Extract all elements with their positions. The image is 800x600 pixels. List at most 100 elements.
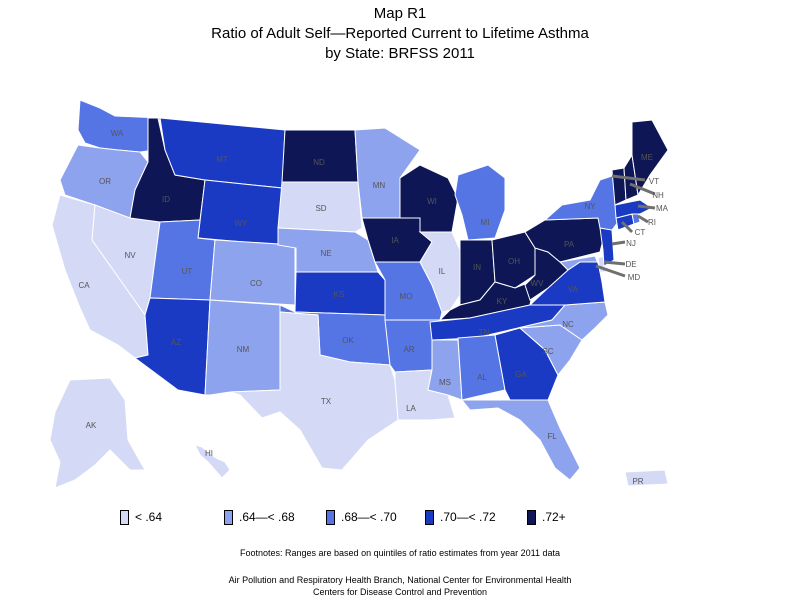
label-mn: MN [373, 181, 386, 190]
state-ak[interactable] [49, 377, 146, 489]
label-wv: WV [531, 279, 545, 288]
label-ok: OK [342, 336, 354, 345]
state-mi[interactable] [454, 164, 506, 241]
label-ne: NE [320, 249, 331, 258]
legend-swatch-q4 [425, 509, 434, 525]
state-ma[interactable] [614, 199, 653, 219]
leader-ri [637, 214, 649, 224]
map-legend: < .64 .64—< .68 .68—< .70 .70—< .72 .72+ [120, 508, 720, 528]
label-de: DE [625, 260, 636, 269]
source-line-2: Centers for Disease Control and Preventi… [312, 587, 488, 597]
state-pr[interactable] [624, 469, 669, 487]
map-title: Map R1 Ratio of Adult Self—Reported Curr… [0, 4, 800, 64]
label-nj: NJ [626, 239, 636, 248]
legend-swatch-q5 [527, 509, 536, 525]
state-wy[interactable] [197, 179, 283, 246]
state-co[interactable] [209, 239, 296, 306]
label-ar: AR [403, 345, 414, 354]
label-wy: WY [235, 219, 249, 228]
leader-ma [637, 204, 656, 210]
label-md: MD [628, 273, 641, 282]
label-az: AZ [171, 338, 181, 347]
state-hi[interactable] [194, 444, 231, 479]
legend-label-q1: < .64 [135, 510, 163, 524]
label-al: AL [477, 373, 487, 382]
label-ky: KY [497, 297, 508, 306]
state-me[interactable] [631, 119, 669, 197]
label-mi: MI [481, 218, 490, 227]
legend-item-q3: .68—< .70 [326, 508, 397, 526]
label-id: ID [162, 195, 170, 204]
label-pr: PR [632, 477, 643, 486]
label-wi: WI [427, 197, 437, 206]
state-il[interactable] [418, 231, 461, 313]
legend-label-q5: .72+ [542, 510, 566, 524]
label-co: CO [250, 279, 262, 288]
label-ak: AK [86, 421, 97, 430]
legend-item-q5: .72+ [527, 508, 566, 526]
title-line-1: Map R1 [373, 5, 427, 22]
label-la: LA [406, 404, 416, 413]
label-wa: WA [111, 129, 124, 138]
leader-nh [629, 182, 656, 196]
legend-label-q4: .70—< .72 [440, 510, 496, 524]
label-ks: KS [334, 290, 345, 299]
label-ct: CT [635, 228, 646, 237]
label-fl: FL [547, 432, 557, 441]
legend-label-q2: .64—< .68 [239, 510, 295, 524]
leader-ct [620, 220, 634, 234]
label-mt: MT [216, 155, 228, 164]
label-hi: HI [205, 449, 213, 458]
label-nm: NM [237, 345, 250, 354]
state-nd[interactable] [281, 129, 359, 183]
legend-item-q1: < .64 [120, 508, 162, 526]
leader-vt [611, 174, 646, 182]
label-ri: RI [648, 218, 656, 227]
label-sd: SD [315, 204, 326, 213]
state-sd[interactable] [277, 181, 363, 233]
state-ms[interactable] [427, 339, 463, 401]
footnote: Footnotes: Ranges are based on quintiles… [239, 548, 561, 558]
state-nc[interactable] [517, 301, 609, 341]
state-tx[interactable] [229, 311, 399, 471]
label-ms: MS [439, 378, 451, 387]
label-or: OR [99, 177, 111, 186]
label-ca: CA [78, 281, 90, 290]
label-nd: ND [313, 158, 325, 167]
legend-swatch-q1 [120, 509, 129, 525]
label-il: IL [439, 267, 446, 276]
legend-label-q3: .68—< .70 [341, 510, 397, 524]
title-line-2: Ratio of Adult Self—Reported Current to … [211, 25, 589, 42]
leader-nj [611, 240, 626, 246]
source-line-1: Air Pollution and Respiratory Health Bra… [228, 575, 572, 585]
label-ga: GA [515, 370, 527, 379]
label-va: VA [568, 285, 579, 294]
label-pa: PA [564, 240, 575, 249]
legend-swatch-q2 [224, 509, 233, 525]
label-oh: OH [508, 257, 520, 266]
legend-item-q4: .70—< .72 [425, 508, 496, 526]
label-ma: MA [656, 204, 669, 213]
title-line-3: by State: BRFSS 2011 [325, 45, 475, 62]
leader-md [595, 264, 626, 278]
label-ia: IA [391, 236, 399, 245]
label-nc: NC [562, 320, 574, 329]
state-md[interactable] [558, 255, 601, 271]
label-ut: UT [182, 267, 193, 276]
label-tn: TN [479, 328, 490, 337]
state-fl[interactable] [460, 399, 581, 481]
label-tx: TX [321, 397, 332, 406]
label-vt: VT [649, 177, 659, 186]
state-al[interactable] [457, 334, 506, 401]
state-labels: WA OR CA NV ID MT WY UT AZ CO NM ND SD N… [78, 129, 668, 486]
label-me: ME [641, 153, 653, 162]
label-nv: NV [124, 251, 136, 260]
leader-de [603, 260, 626, 266]
label-ny: NY [584, 202, 596, 211]
legend-swatch-q3 [326, 509, 335, 525]
legend-item-q2: .64—< .68 [224, 508, 295, 526]
leader-lines [595, 174, 656, 278]
label-nh: NH [652, 191, 664, 200]
source-credit: Air Pollution and Respiratory Health Bra… [0, 574, 800, 598]
